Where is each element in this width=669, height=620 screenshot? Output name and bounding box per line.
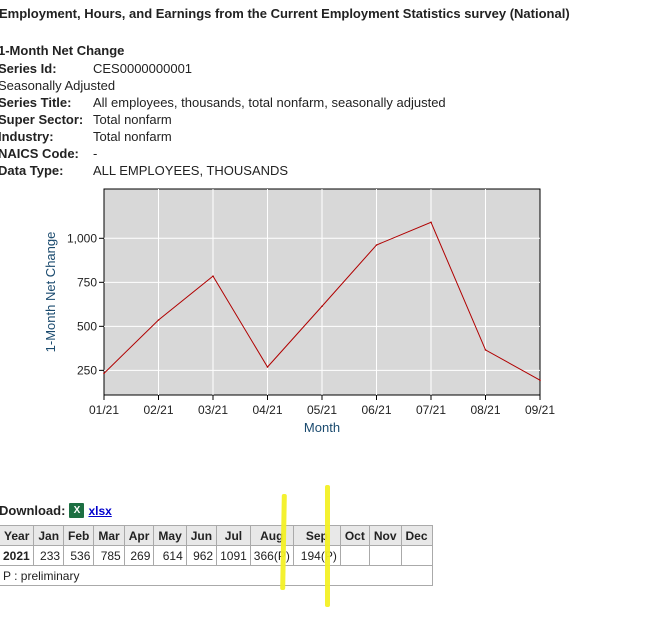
x-tick-label: 01/21 [89,403,119,417]
table-cell [368,545,402,566]
x-axis-label: Month [304,420,340,435]
data-point [539,379,541,382]
x-tick-label: 05/21 [307,403,337,417]
x-tick-label: 08/21 [470,403,500,417]
meta-value: Total nonfarm [93,112,172,127]
meta-industry: Industry: Total nonfarm [0,128,446,145]
col-header: Dec [400,525,433,546]
col-header: Jan [33,525,65,546]
meta-series-title: Series Title: All employees, thousands, t… [0,94,446,111]
table-cell: 194(P) [292,545,341,566]
footnote: P : preliminary [0,565,433,586]
y-axis-label: 1-Month Net Change [43,232,58,353]
data-point [212,275,214,277]
highlight-mark-sep [325,485,330,607]
x-tick-label: 06/21 [361,403,391,417]
meta-value: CES0000000001 [93,61,193,76]
col-header: Aug [249,525,294,546]
table-cell: 233 [33,545,65,566]
x-tick-label: 07/21 [416,403,446,417]
meta-value: ALL EMPLOYEES, THOUSANDS [93,163,289,178]
meta-label: Series Title: [0,95,72,110]
col-header: Oct [339,525,370,546]
y-tick-label: 750 [77,275,97,289]
table-cell: 269 [123,545,155,566]
x-tick-label: 04/21 [252,403,282,417]
table-cell [400,545,433,566]
data-point [484,349,487,351]
table-cell: 536 [63,545,95,566]
x-tick-label: 03/21 [198,403,228,417]
table-row: 2021 233 536 785 269 614 962 1091 366(P)… [0,545,433,566]
table-cell: 962 [185,545,218,566]
meta-value: All employees, thousands, total nonfarm,… [93,95,446,110]
col-header: Jun [185,525,218,546]
y-tick-label: 250 [77,363,97,377]
download-section: Download: X xlsx [0,503,112,518]
col-header: Year [0,525,35,546]
data-point [157,319,160,321]
xlsx-download-link[interactable]: xlsx [88,503,112,518]
meta-seasonal: Seasonally Adjusted [0,77,446,94]
data-point [321,305,323,308]
page-title: Employment, Hours, and Earnings from the… [0,6,570,21]
meta-value: Total nonfarm [93,129,172,144]
net-change-chart: 01/21 02/21 03/21 04/21 05/21 06/21 07/21 08/21… [43,188,555,435]
y-tick-label: 1,000 [67,231,97,245]
data-point [430,221,432,224]
download-label: Download: [0,503,66,518]
y-tick-label: 500 [77,319,97,333]
meta-label: Super Sector: [0,112,84,127]
meta-value: - [93,146,98,161]
col-header: Apr [123,525,155,546]
meta-label: Data Type: [0,163,64,178]
data-table: Year Jan Feb Mar Apr May Jun Jul Aug Sep… [0,525,433,586]
meta-label: NAICS Code: [0,146,79,161]
table-cell-year: 2021 [0,545,35,566]
meta-label: Industry: [0,129,54,144]
data-points [103,221,541,382]
meta-label: Series Id: [0,61,57,76]
meta-label: Seasonally Adjusted [0,78,116,93]
data-point [103,372,105,375]
meta-naics-code: NAICS Code: - [0,145,446,162]
col-header: Feb [63,525,95,546]
axis-ticks: 01/21 02/21 03/21 04/21 05/21 06/21 07/21 08/21… [67,231,555,417]
col-header: May [153,525,187,546]
table-cell: 785 [93,545,125,566]
meta-data-type: Data Type: ALL EMPLOYEES, THOUSANDS [0,162,446,179]
excel-icon[interactable]: X [69,503,85,518]
x-tick-label: 02/21 [143,403,173,417]
col-header: Mar [93,525,125,546]
x-tick-label: 09/21 [525,403,555,417]
table-footnote-row: P : preliminary [0,565,433,586]
data-point [266,366,269,368]
meta-super-sector: Super Sector: Total nonfarm [0,111,446,128]
table-cell: 1091 [216,545,251,566]
page-subtitle: 1-Month Net Change [0,43,125,58]
table-header-row: Year Jan Feb Mar Apr May Jun Jul Aug Sep… [0,525,433,546]
table-cell: 366(P) [249,545,294,566]
grid-lines [104,189,540,395]
series-metadata: Series Id: CES0000000001 Seasonally Adjus… [0,60,446,179]
col-header: Sep [292,525,341,546]
col-header: Nov [368,525,402,546]
col-header: Jul [216,525,251,546]
data-point [375,244,378,246]
table-cell: 614 [153,545,187,566]
table-cell [339,545,370,566]
meta-series-id: Series Id: CES0000000001 [0,60,446,77]
